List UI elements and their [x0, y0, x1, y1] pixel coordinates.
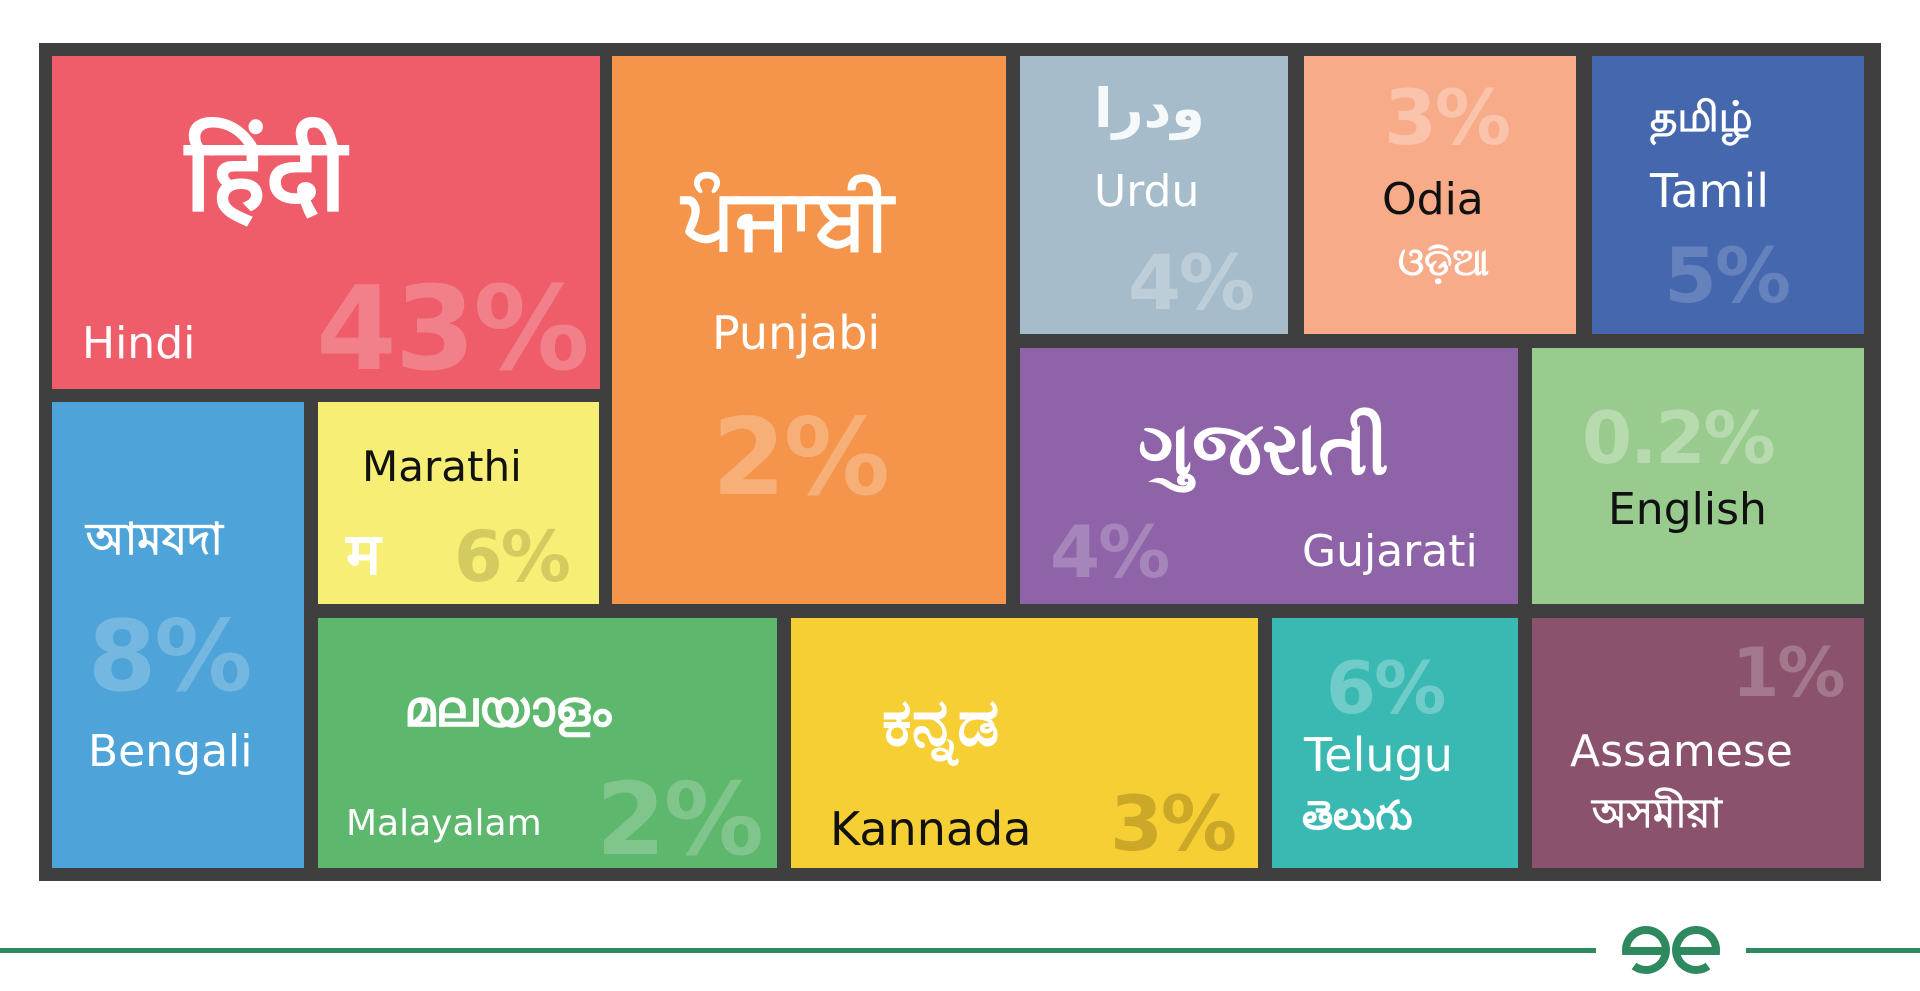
tile-english-english-name: English — [1608, 484, 1767, 535]
tile-punjabi: 2% ਪੰਜਾਬੀ Punjabi — [612, 56, 1006, 604]
tile-bengali: 8% আমযদা Bengali — [52, 402, 304, 868]
tile-malayalam-percent-label: 2% — [596, 761, 764, 869]
tile-kannada-native-name: ಕನ್ನಡ — [882, 684, 1000, 761]
tile-english-percent-label: 0.2% — [1582, 396, 1776, 480]
tile-assamese-native-name: অসমীয়া — [1592, 791, 1722, 837]
tile-gujarati-english-name: Gujarati — [1302, 526, 1478, 577]
tile-punjabi-english-name: Punjabi — [712, 306, 881, 360]
tile-odia-percent-label: 3% — [1384, 73, 1511, 162]
tile-tamil-english-name: Tamil — [1650, 164, 1770, 218]
tile-gujarati-percent-label: 4% — [1050, 510, 1170, 594]
tile-hindi-english-name: Hindi — [82, 318, 196, 369]
tile-urdu-english-name: Urdu — [1094, 166, 1200, 217]
tile-telugu: 6% తెలుగు Telugu — [1272, 618, 1518, 868]
tile-kannada: 3% ಕನ್ನಡ Kannada — [791, 618, 1258, 868]
tile-hindi: 43% हिंदी Hindi — [52, 56, 600, 389]
tile-urdu: 4% ودرا Urdu — [1020, 56, 1288, 334]
footer-divider-left — [0, 948, 1596, 953]
geeksforgeeks-logo-icon — [1621, 925, 1721, 974]
tile-malayalam: 2% മലയാളം Malayalam — [318, 618, 777, 868]
tile-marathi: 6% म Marathi — [318, 402, 599, 604]
tile-marathi-english-name: Marathi — [362, 442, 522, 491]
tile-bengali-percent-label: 8% — [88, 600, 252, 714]
tile-english: 0.2% English — [1532, 348, 1864, 604]
tile-tamil-percent-label: 5% — [1664, 231, 1791, 320]
tile-odia-native-name: ଓଡ଼ିଆ — [1398, 240, 1490, 284]
tile-punjabi-native-name: ਪੰਜਾਬੀ — [682, 169, 893, 267]
tile-tamil-native-name: தமிழ் — [1650, 92, 1753, 141]
tile-malayalam-english-name: Malayalam — [346, 803, 542, 844]
tile-punjabi-percent-label: 2% — [712, 396, 890, 519]
tile-tamil: 5% தமிழ் Tamil — [1592, 56, 1864, 334]
tile-kannada-percent-label: 3% — [1110, 779, 1237, 868]
tile-marathi-native-name: म — [346, 520, 381, 588]
tile-marathi-percent-label: 6% — [454, 516, 571, 598]
tile-telugu-english-name: Telugu — [1304, 728, 1453, 782]
tile-assamese-english-name: Assamese — [1570, 726, 1793, 777]
tile-telugu-native-name: తెలుగు — [1302, 793, 1413, 839]
tile-gujarati: 4% ગુજરાતી Gujarati — [1020, 348, 1518, 604]
tile-kannada-english-name: Kannada — [830, 802, 1032, 856]
tile-assamese-percent-label: 1% — [1732, 634, 1845, 713]
tile-urdu-native-name: ودرا — [1094, 77, 1205, 140]
tile-hindi-native-name: हिंदी — [185, 116, 347, 235]
tile-bengali-native-name: আমযদা — [86, 514, 223, 565]
tile-assamese: 1% অসমীয়া Assamese — [1532, 618, 1864, 868]
footer-divider-right — [1746, 948, 1920, 953]
tile-hindi-percent-label: 43% — [316, 262, 590, 389]
tile-odia: 3% ଓଡ଼ିଆ Odia — [1304, 56, 1576, 334]
tile-odia-english-name: Odia — [1382, 174, 1484, 225]
tile-malayalam-native-name: മലയാളം — [404, 680, 612, 738]
treemap-frame: 43% हिंदी Hindi 2% ਪੰਜਾਬੀ Punjabi 4% ودرا Urdu 3%… — [39, 43, 1881, 881]
tile-urdu-percent-label: 4% — [1128, 238, 1255, 327]
tile-telugu-percent-label: 6% — [1326, 646, 1446, 730]
tile-bengali-english-name: Bengali — [88, 726, 253, 777]
tile-gujarati-native-name: ગુજરાતી — [1138, 406, 1389, 492]
